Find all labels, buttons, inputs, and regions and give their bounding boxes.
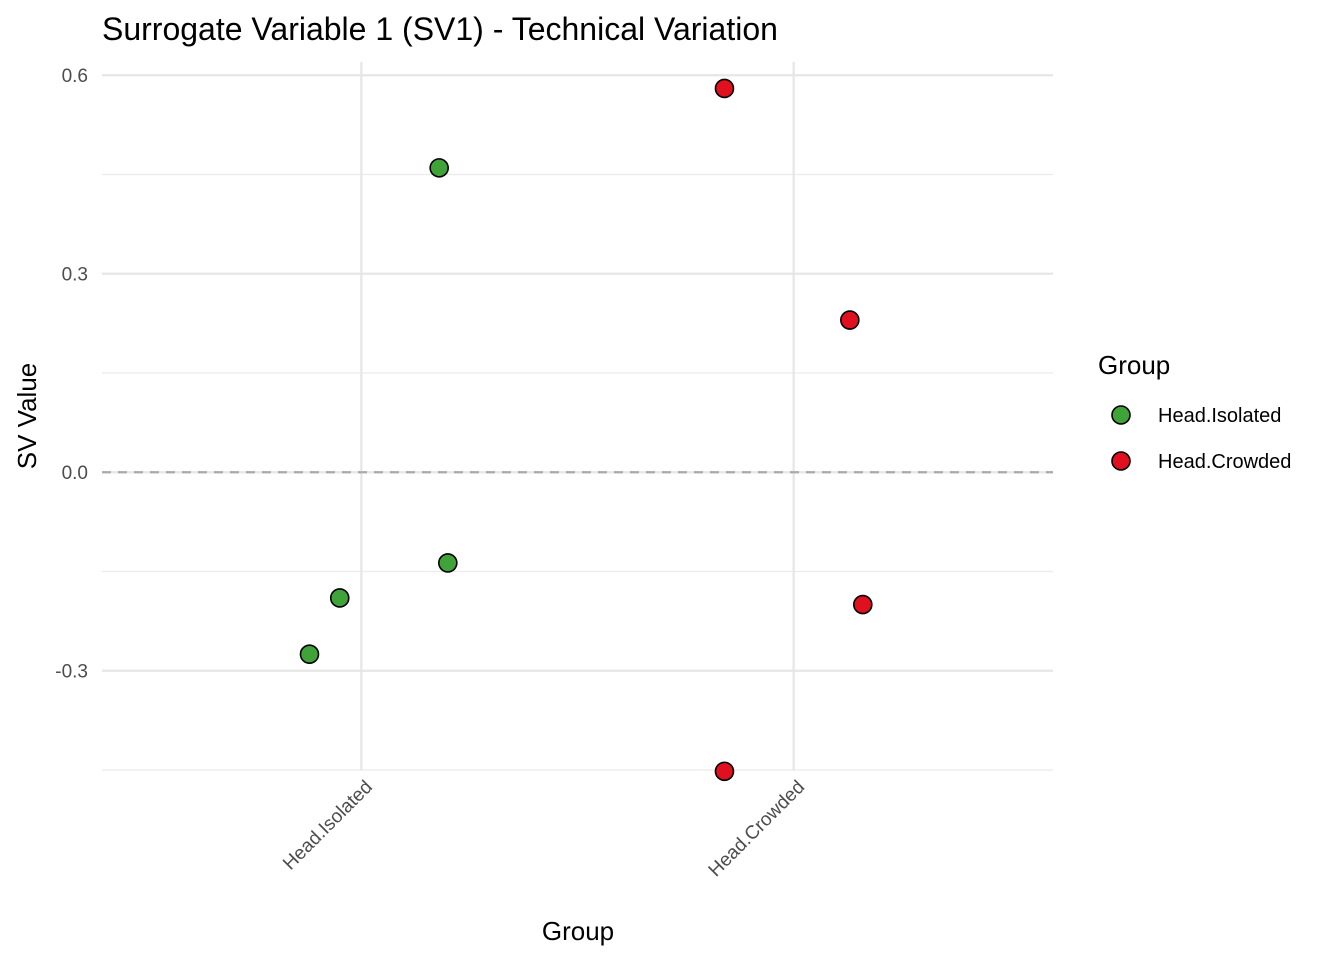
legend: Group Head.Isolated Head.Crowded [1098,350,1291,473]
data-point [438,553,458,573]
legend-label: Head.Isolated [1158,405,1281,427]
data-point [840,310,860,330]
grid [102,62,1053,771]
y-tick-label: 0.3 [62,265,88,286]
data-point [714,78,735,99]
data-point [714,761,735,782]
y-tick-label: -0.3 [55,662,88,683]
x-axis-title: Group [542,916,614,946]
data-point [429,158,449,178]
y-tick-label: 0.0 [62,463,88,484]
chart-title: Surrogate Variable 1 (SV1) - Technical V… [102,11,778,47]
legend-label: Head.Crowded [1158,451,1291,473]
legend-key [1111,405,1131,425]
y-axis-title: SV Value [12,363,42,469]
legend-key [1111,451,1131,471]
x-axis-ticks: Head.Isolated Head.Crowded [279,777,809,881]
x-tick-label: Head.Isolated [279,777,377,875]
x-tick-label: Head.Crowded [705,777,809,881]
y-axis-ticks: -0.3 0.0 0.3 0.6 [55,66,88,683]
data-point [852,594,873,615]
legend-title: Group [1098,350,1170,380]
y-tick-label: 0.6 [62,66,88,87]
data-point [329,588,350,608]
data-point [299,644,320,665]
data-points [299,78,873,782]
